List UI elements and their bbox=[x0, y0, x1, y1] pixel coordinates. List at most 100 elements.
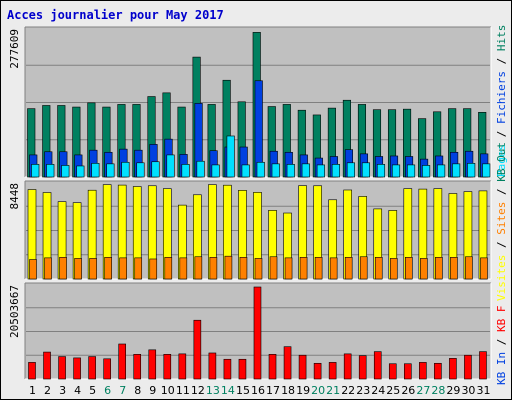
bar-pages-day-16 bbox=[256, 161, 265, 178]
x-tick-label: 15 bbox=[236, 384, 250, 397]
bar-sites-day-1 bbox=[29, 259, 37, 280]
bar-sites-day-8 bbox=[134, 257, 143, 280]
bar-sites-day-30 bbox=[465, 256, 473, 280]
bar-sites-day-28 bbox=[435, 257, 443, 280]
legend-separator: / bbox=[495, 124, 508, 144]
x-tick-label: 31 bbox=[476, 384, 490, 397]
x-tick-label: 3 bbox=[59, 384, 66, 397]
x-tick-label: 27 bbox=[416, 384, 430, 397]
bar-kb-f-day-21 bbox=[328, 362, 337, 380]
bar-pages-day-12 bbox=[196, 160, 205, 178]
bar-kb-f-day-16 bbox=[253, 286, 262, 380]
bar-kb-f-day-3 bbox=[58, 356, 66, 380]
bar-kb-f-day-29 bbox=[449, 358, 457, 380]
bar-kb-f-day-31 bbox=[479, 351, 487, 380]
chart-panels: 277609 8448 20503667 bbox=[8, 26, 492, 380]
bar-pages-day-23 bbox=[361, 162, 371, 178]
legend-separator: / bbox=[495, 332, 508, 352]
bar-pages-day-13 bbox=[211, 164, 220, 178]
bar-kb-f-day-2 bbox=[43, 351, 51, 380]
x-tick-label: 14 bbox=[221, 384, 235, 397]
bar-pages-day-6 bbox=[106, 163, 115, 178]
x-tick-label: 11 bbox=[176, 384, 190, 397]
bar-pages-day-26 bbox=[407, 164, 416, 178]
bar-kb-f-day-30 bbox=[464, 354, 472, 380]
bar-pages-day-25 bbox=[391, 164, 401, 178]
x-tick-label: 21 bbox=[326, 384, 340, 397]
x-tick-label: 20 bbox=[311, 384, 325, 397]
bar-pages-day-17 bbox=[271, 163, 280, 178]
bar-sites-day-14 bbox=[224, 255, 233, 280]
bar-sites-day-6 bbox=[104, 257, 112, 280]
x-tick-label: 28 bbox=[431, 384, 445, 397]
bar-kb-f-day-12 bbox=[193, 319, 202, 380]
bar-kb-f-day-15 bbox=[238, 358, 247, 380]
legend-item-sites: Sites bbox=[495, 202, 508, 235]
bar-sites-day-29 bbox=[450, 257, 458, 280]
bar-sites-day-21 bbox=[329, 257, 338, 280]
x-axis-ticks: 1 2 3 4 5 6 7 8 9 10 11 12 13 14 15 16 17 18 19 20 21 22 23 24 2… bbox=[29, 384, 490, 397]
bar-sites-day-11 bbox=[179, 257, 188, 280]
x-tick-label: 18 bbox=[281, 384, 295, 397]
bar-kb-f-day-22 bbox=[343, 353, 352, 380]
bar-kb-f-day-14 bbox=[223, 358, 232, 380]
bar-sites-day-13 bbox=[209, 257, 218, 280]
bar-sites-day-25 bbox=[389, 258, 398, 280]
bar-sites-day-22 bbox=[344, 257, 353, 280]
x-tick-label: 8 bbox=[134, 384, 141, 397]
legend-item-hits: Hits bbox=[495, 25, 508, 52]
bar-sites-day-27 bbox=[420, 258, 428, 280]
bar-sites-day-2 bbox=[44, 257, 52, 280]
bar-pages-day-9 bbox=[151, 161, 160, 178]
bar-sites-day-26 bbox=[405, 257, 413, 280]
x-tick-label: 30 bbox=[461, 384, 475, 397]
bar-pages-day-22 bbox=[346, 162, 355, 178]
x-tick-label: 22 bbox=[341, 384, 355, 397]
bar-kb-f-day-17 bbox=[268, 354, 277, 380]
legend-separator: / bbox=[495, 235, 508, 255]
bar-pages-day-10 bbox=[166, 154, 175, 178]
bar-pages-day-19 bbox=[301, 163, 310, 178]
bar-pages-day-8 bbox=[136, 162, 145, 178]
y-max-label: 8448 bbox=[8, 183, 21, 210]
x-tick-label: 25 bbox=[386, 384, 400, 397]
legend-item-visites: Visites bbox=[495, 255, 508, 301]
bar-pages-day-18 bbox=[286, 164, 295, 178]
bar-kb-f-day-7 bbox=[118, 343, 126, 380]
legend-item-pages: Pages bbox=[495, 144, 508, 177]
bar-pages-day-20 bbox=[316, 164, 325, 178]
x-tick-label: 23 bbox=[356, 384, 370, 397]
legend-group: Pages / Fichiers / Hits bbox=[495, 25, 508, 177]
bar-pages-day-15 bbox=[241, 164, 250, 178]
bar-sites-day-16 bbox=[254, 258, 263, 280]
x-tick-label: 12 bbox=[191, 384, 205, 397]
bar-pages-day-14 bbox=[226, 135, 235, 178]
bar-kb-f-day-5 bbox=[88, 356, 96, 380]
x-tick-label: 5 bbox=[89, 384, 96, 397]
bar-sites-day-9 bbox=[149, 258, 158, 280]
x-tick-label: 16 bbox=[251, 384, 265, 397]
bar-sites-day-7 bbox=[119, 257, 127, 280]
bar-kb-f-day-28 bbox=[434, 362, 442, 380]
bar-sites-day-18 bbox=[284, 257, 293, 280]
bar-sites-day-12 bbox=[194, 256, 203, 280]
bar-sites-day-23 bbox=[359, 256, 368, 280]
bar-kb-f-day-11 bbox=[178, 353, 187, 380]
bar-kb-f-day-24 bbox=[373, 351, 382, 380]
bar-kb-f-day-10 bbox=[163, 354, 172, 380]
bar-kb-f-day-6 bbox=[103, 358, 111, 380]
y-max-label: 277609 bbox=[8, 29, 21, 69]
bar-pages-day-2 bbox=[46, 164, 55, 178]
legend-group: Visites / Sites / KB Out bbox=[495, 142, 508, 301]
bar-kb-f-day-18 bbox=[283, 346, 292, 380]
x-tick-label: 19 bbox=[296, 384, 310, 397]
bar-kb-f-day-4 bbox=[73, 357, 81, 380]
bar-pages-day-3 bbox=[61, 165, 70, 178]
bar-kb-f-day-8 bbox=[133, 354, 142, 380]
x-tick-label: 29 bbox=[446, 384, 460, 397]
bar-sites-day-17 bbox=[269, 256, 278, 280]
bar-sites-day-24 bbox=[374, 257, 383, 280]
bar-kb-f-day-25 bbox=[388, 363, 397, 380]
